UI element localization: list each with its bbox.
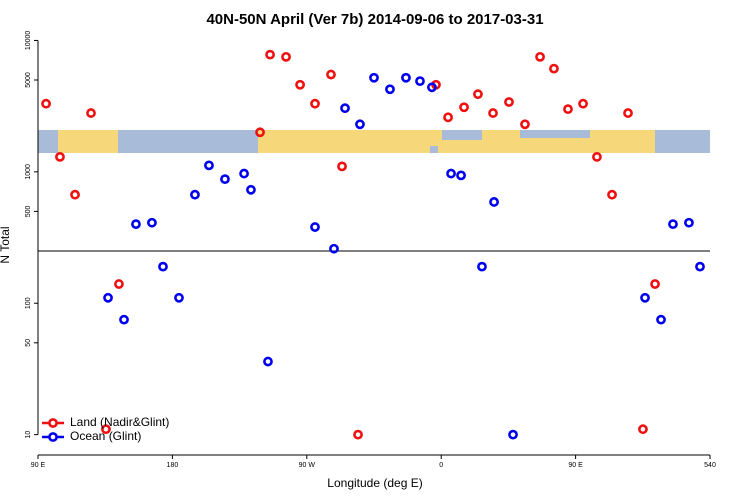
point [204,160,214,171]
map-ocean [520,130,590,138]
point [246,184,256,195]
point [520,119,530,130]
map-ocean [118,130,258,153]
point [488,108,498,118]
point [607,189,617,200]
point [456,170,466,181]
point [41,98,51,109]
y-tick-label: 500 [25,205,32,217]
map-ocean [442,130,482,140]
y-tick-label: 10000 [25,31,32,51]
point [549,63,559,74]
y-tick-label: 5000 [25,72,32,88]
point [385,84,395,95]
x-tick-label: 90 E [31,462,46,469]
y-axis-label: N Total [0,226,12,263]
y-tick-label: 1000 [25,164,32,180]
point [103,292,113,303]
map-band [38,130,710,153]
point [174,292,184,303]
legend-label: Land (Nadir&Glint) [70,415,169,429]
y-tick-label: 100 [25,297,32,309]
x-tick-label: 0 [439,462,443,469]
point [473,89,483,100]
point [695,261,705,272]
y-tick-label: 50 [25,339,32,347]
point [508,429,518,440]
legend-marker [48,418,58,428]
point [563,104,573,115]
point [369,72,379,83]
legend-marker [48,432,58,442]
point [239,168,249,179]
point [220,174,230,185]
point [255,127,265,138]
point [326,69,336,80]
x-tick-label: 90 W [299,462,316,469]
point [265,49,275,60]
x-tick-label: 90 E [568,462,583,469]
point [158,261,168,272]
point [310,98,320,109]
point [70,189,80,200]
point [638,424,648,435]
point [684,217,694,228]
point [443,112,453,123]
point [640,292,650,303]
map-ocean [38,130,58,153]
point [489,197,499,207]
point [114,279,124,289]
point [668,219,678,230]
x-tick-label: 540 [704,462,716,469]
y-tick-label: 10 [25,431,32,439]
point [401,72,411,83]
point [329,243,339,254]
legend-label: Ocean (Glint) [70,429,141,443]
point [535,51,545,62]
point [147,217,157,228]
point [355,119,365,130]
point [459,102,469,113]
point [650,279,660,289]
point [477,261,487,272]
point [415,76,425,87]
point [295,79,305,90]
point [592,151,602,162]
point [656,314,666,325]
point [340,103,350,114]
x-axis-label: Longitude (deg E) [327,476,422,490]
point [310,222,320,232]
point [446,168,456,179]
point [353,429,363,440]
chart-title: 40N-50N April (Ver 7b) 2014-09-06 to 201… [206,11,543,28]
point [504,97,514,107]
point [190,189,200,200]
point [119,314,129,325]
point [263,356,273,367]
x-tick-label: 180 [167,462,179,469]
point [101,424,111,435]
map-ocean [430,146,438,153]
map-ocean [655,130,710,153]
point [281,51,291,62]
point [86,108,96,118]
point [337,161,347,172]
point [131,219,141,230]
point [427,82,437,93]
point [55,151,65,162]
point [578,98,588,109]
point [623,108,633,118]
